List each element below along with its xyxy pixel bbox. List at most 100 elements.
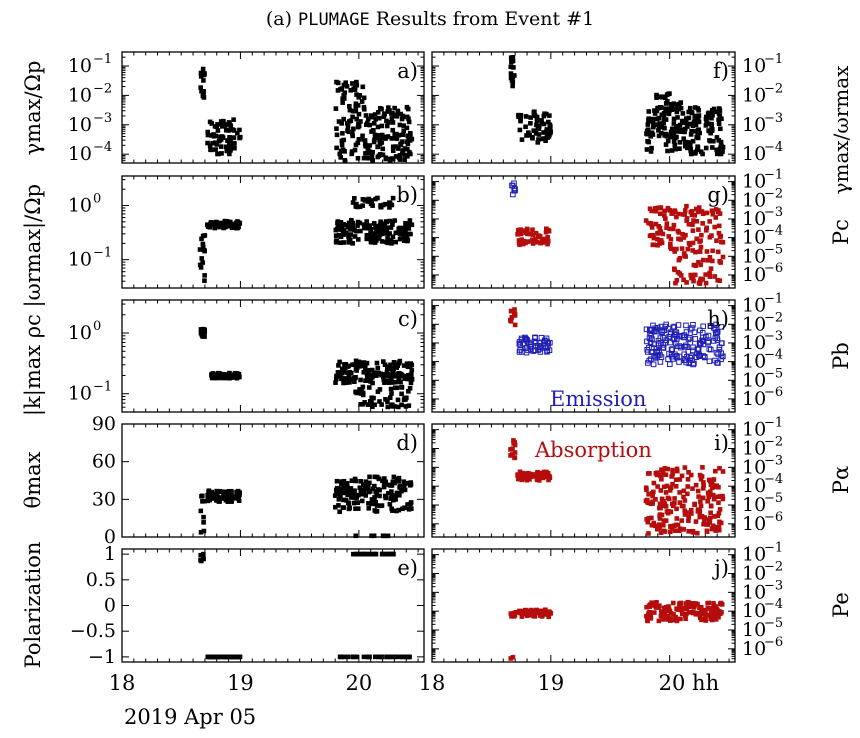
data-point (717, 507, 723, 512)
data-point (696, 108, 701, 113)
data-point (698, 244, 704, 250)
data-point (371, 221, 377, 226)
data-point (693, 611, 699, 617)
data-point (678, 344, 684, 351)
x-tick-label-left: 19 (227, 671, 254, 695)
data-point (346, 239, 352, 244)
data-point (520, 610, 525, 615)
data-point (707, 274, 713, 279)
y-tick-exponent: −2 (764, 186, 783, 201)
data-point (352, 379, 357, 385)
data-point (341, 82, 347, 88)
data-point (223, 372, 229, 377)
data-point (517, 242, 522, 248)
data-point (400, 113, 406, 119)
data-point (390, 195, 396, 201)
data-point (545, 235, 550, 240)
data-point (198, 508, 204, 514)
x-tick-label-right: 20 hh (659, 671, 719, 695)
ylabel-bc: |k|max ρc |ωrmax|/Ωp (21, 184, 46, 416)
data-point (715, 611, 721, 617)
data-point (360, 203, 365, 208)
data-point (349, 130, 355, 136)
data-point (386, 120, 391, 125)
data-point (656, 603, 662, 608)
data-point (547, 127, 553, 133)
data-point (692, 118, 697, 123)
data-point (198, 330, 204, 336)
data-point (690, 530, 696, 535)
y-tick-label: 10 (68, 114, 92, 136)
data-point (336, 232, 342, 238)
data-point (362, 141, 368, 147)
data-point (216, 151, 222, 157)
data-point (539, 120, 544, 125)
data-point (534, 122, 539, 128)
panel-frame (121, 548, 425, 663)
data-point (364, 236, 370, 242)
data-point (360, 392, 366, 398)
y-tick-label: 10 (742, 264, 766, 286)
data-point (350, 225, 356, 231)
data-point (697, 239, 702, 244)
data-point (220, 496, 226, 501)
data-point (381, 230, 387, 236)
data-point (353, 495, 358, 501)
data-point (654, 95, 659, 100)
data-point (704, 210, 710, 216)
y-tick-exponent: −1 (93, 246, 112, 261)
data-point (363, 151, 368, 156)
data-point (345, 654, 351, 660)
data-point (669, 353, 675, 360)
y-tick-label: 10 (742, 245, 766, 267)
data-point (383, 379, 388, 384)
data-point (198, 265, 204, 270)
data-point (516, 349, 523, 355)
data-point (387, 205, 392, 210)
data-point (714, 524, 719, 530)
data-point (367, 122, 373, 128)
data-point (646, 327, 653, 334)
panel-frame (121, 423, 425, 538)
data-point (402, 376, 407, 381)
data-point (659, 476, 664, 482)
y-tick-label: 10 (742, 313, 766, 335)
data-point (663, 95, 668, 101)
data-point (686, 529, 691, 534)
data-point (205, 496, 211, 501)
panel-label: e) (397, 556, 418, 580)
panel-label: j) (711, 556, 729, 580)
data-point (337, 509, 342, 515)
data-point (706, 110, 711, 116)
data-point (408, 501, 413, 507)
data-point (379, 123, 385, 129)
data-point (678, 526, 683, 532)
data-point (707, 323, 714, 330)
data-point (403, 373, 409, 379)
data-point (648, 345, 655, 351)
data-point (658, 530, 664, 535)
y-tick-label: 0 (104, 595, 116, 617)
data-point (539, 238, 545, 243)
data-point (657, 121, 663, 126)
data-point (369, 533, 374, 539)
data-point (334, 373, 339, 379)
data-point (379, 239, 385, 244)
data-point (676, 106, 682, 112)
panel-label: b) (396, 183, 418, 207)
data-point (682, 512, 688, 517)
data-point (353, 204, 359, 209)
data-point (354, 389, 359, 395)
data-point (338, 221, 343, 227)
data-point (363, 113, 369, 118)
data-point (651, 242, 656, 247)
data-point (711, 496, 717, 502)
data-point (706, 346, 713, 352)
data-point (202, 334, 207, 339)
data-point (675, 269, 681, 275)
data-point (693, 263, 699, 268)
data-point (401, 397, 407, 403)
data-point (354, 500, 360, 506)
y-tick-exponent: −6 (764, 385, 783, 400)
data-point (512, 313, 518, 318)
